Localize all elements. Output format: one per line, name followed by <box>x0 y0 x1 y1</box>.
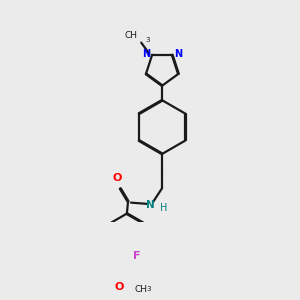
Text: H: H <box>160 202 168 212</box>
Text: CH: CH <box>135 285 148 294</box>
Text: N: N <box>174 49 182 58</box>
Text: F: F <box>133 251 140 261</box>
Text: CH: CH <box>124 31 137 40</box>
Text: O: O <box>112 173 122 183</box>
Text: N: N <box>146 200 154 210</box>
Text: 3: 3 <box>147 286 151 292</box>
Text: N: N <box>142 49 150 58</box>
Text: O: O <box>115 282 124 292</box>
Text: 3: 3 <box>146 37 150 43</box>
